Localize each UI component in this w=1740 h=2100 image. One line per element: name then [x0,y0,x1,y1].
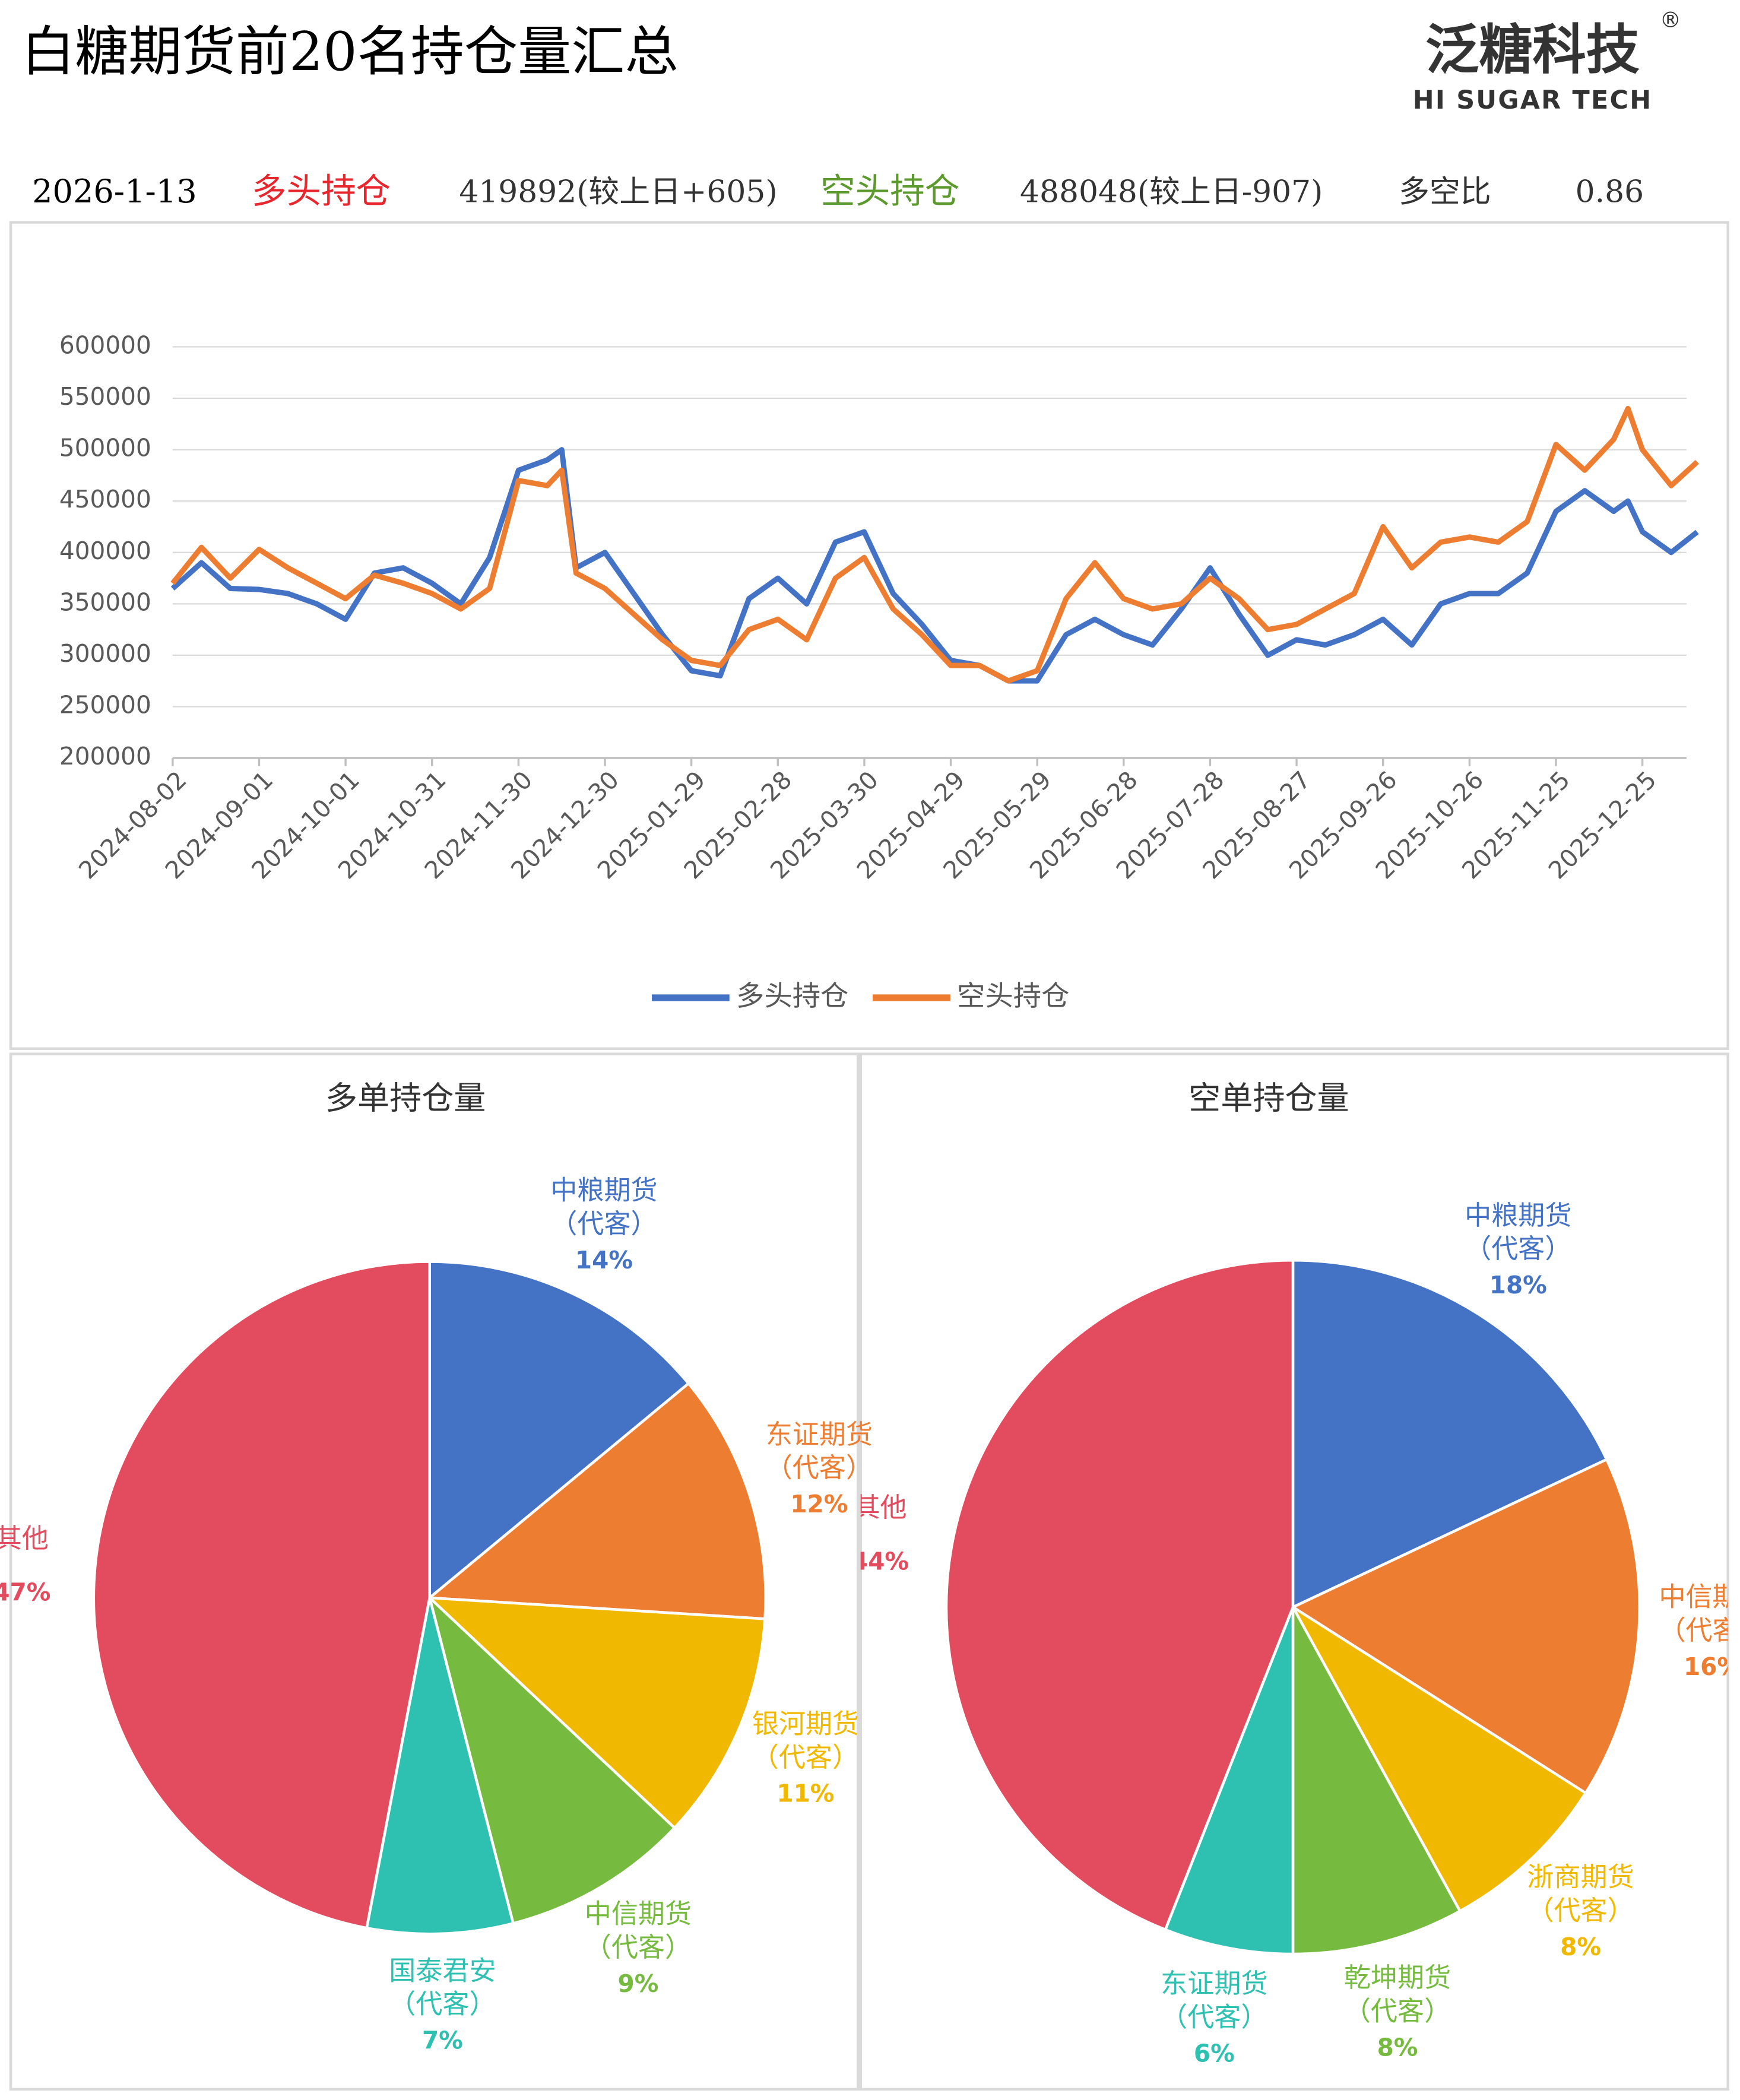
y-tick-label: 200000 [59,742,151,770]
pie-slice [1291,1606,1462,1956]
y-tick-label: 400000 [59,537,151,565]
logo: 泛糖科技 [1425,19,1640,81]
slice-label: 其他 [0,1522,49,1554]
ratio-value: 0.86 [1576,175,1644,210]
slice-value-label: 11% [776,1779,834,1808]
slice-value-label: 12% [790,1490,848,1518]
legend-label: 多头持仓 [736,980,848,1013]
y-tick-label: 550000 [59,382,151,411]
pie-slice [92,1260,431,1930]
y-tick-label: 600000 [59,331,151,359]
slice-value-label: 8% [1377,2034,1418,2062]
pie-panel [9,1052,860,2091]
y-tick-label: 300000 [59,639,151,668]
pie-title: 多单持仓量 [325,1080,486,1117]
slice-value-label: 8% [1560,1933,1601,1961]
pie-slice [945,1258,1295,1931]
slice-label: 其他 [853,1492,907,1523]
ratio-label: 多空比 [1399,175,1491,210]
slice-label: 中粮期货（代客） [1465,1199,1571,1264]
pie-slice [1291,1258,1609,1610]
y-tick-label: 350000 [59,588,151,616]
pie-slice [426,1596,766,1830]
slice-value-label: 16% [1684,1652,1740,1681]
slice-label: 浙商期货（代客） [1527,1861,1634,1925]
pie-slice [426,1381,767,1620]
slice-value-label: 44% [851,1547,909,1576]
legend-label: 空头持仓 [957,980,1069,1013]
y-tick-label: 250000 [59,691,151,719]
pie-slice [1164,1606,1295,1956]
pie-title: 空单持仓量 [1188,1080,1349,1117]
slice-label: 国泰君安（代客） [389,1955,496,2019]
slice-value-label: 14% [575,1246,633,1274]
date: 2026-1-13 [32,173,197,210]
logo-en: HI SUGAR TECH [1413,85,1653,115]
series-line [170,405,1699,684]
series-line [170,447,1699,684]
slice-value-label: 7% [422,2026,463,2055]
slice-label: 中信期货（代客） [1659,1581,1740,1645]
long-label: 多头持仓 [252,171,391,211]
y-tick-label: 450000 [59,485,151,513]
slice-value-label: 9% [617,1969,658,1998]
page-title: 白糖期货前20名持仓量汇总 [21,21,679,83]
short-value: 488048(较上日-907) [1020,175,1323,210]
pie-panel [859,1052,1729,2091]
long-value: 419892(较上日+605) [459,175,777,210]
line-panel [9,221,1729,1050]
y-tick-label: 500000 [59,434,151,462]
logo-mark: ® [1660,8,1681,33]
slice-label: 乾坤期货（代客） [1344,1962,1451,2026]
pie-slice [428,1260,690,1601]
pie-slice [1290,1457,1641,1795]
slice-label: 东证期货（代客） [766,1418,873,1483]
pie-slice [427,1593,677,1925]
slice-value-label: 18% [1489,1271,1547,1299]
slice-label: 东证期货（代客） [1161,1967,1267,2032]
pie-slice [365,1597,515,1936]
slice-label: 中粮期货（代客） [550,1174,657,1239]
slice-value-label: 47% [0,1578,50,1607]
short-label: 空头持仓 [820,171,959,211]
slice-label: 银河期货（代客） [752,1708,859,1772]
pie-slice [1291,1606,1588,1913]
slice-label: 中信期货（代客） [585,1898,692,1962]
slice-value-label: 6% [1194,2039,1235,2067]
